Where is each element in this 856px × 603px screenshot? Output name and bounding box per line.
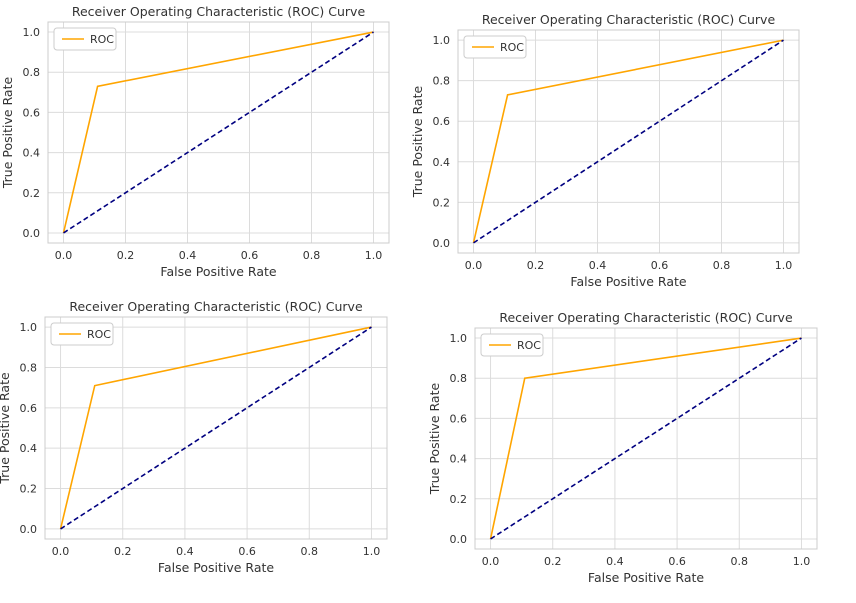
axes-frame [44,316,388,540]
diagonal-line [490,337,802,540]
y-axis-label: True Positive Rate [0,372,12,485]
x-axis-label: False Positive Rate [160,264,276,279]
x-tick-label: 0.0 [52,545,70,558]
roc-chart-2: 0.0 0.2 0.4 0.6 0.8 1.0 0.0 0.2 0.4 0.6 0.8 1.0 Rece… [410,12,800,289]
x-tick-label: 0.6 [668,555,686,568]
y-tick-label: 1.0 [20,321,38,334]
y-tick-label: 0.8 [20,361,38,374]
legend-box [480,333,544,357]
y-tick-label: 0.6 [450,412,468,425]
roc-chart-1: 0.0 0.2 0.4 0.6 0.8 1.0 0.0 0.2 0.4 0.6 0.8 1.0 Rece… [0,4,390,279]
x-tick-label: 0.8 [301,545,319,558]
legend-label: ROC [90,33,114,46]
x-tick-label: 0.0 [482,555,500,568]
roc-chart-4: 0.0 0.2 0.4 0.6 0.8 1.0 0.0 0.2 0.4 0.6 0.8 1.0 Rece… [427,310,818,585]
y-tick-label: 1.0 [433,34,451,47]
chart-title: Receiver Operating Characteristic (ROC) … [69,299,363,314]
y-tick-label: 0.0 [450,533,468,546]
x-tick-label: 0.6 [651,259,669,272]
legend-label: ROC [500,41,524,54]
chart-title: Receiver Operating Characteristic (ROC) … [499,310,793,325]
y-tick-label: 0.6 [23,106,41,119]
x-axis-label: False Positive Rate [158,560,274,575]
y-tick-label: 0.4 [23,147,41,160]
x-tick-label: 0.4 [179,249,197,262]
x-tick-label: 0.4 [606,555,624,568]
y-tick-label: 0.4 [450,453,468,466]
x-tick-label: 0.0 [465,259,483,272]
x-tick-label: 0.2 [117,249,135,262]
x-axis-label: False Positive Rate [570,274,686,289]
y-tick-label: 0.4 [433,156,451,169]
y-tick-label: 0.8 [433,75,451,88]
legend-box [463,35,527,59]
x-tick-label: 0.8 [303,249,321,262]
x-tick-label: 1.0 [363,545,381,558]
legend-box [53,27,117,51]
diagonal-line [473,39,784,244]
x-tick-label: 1.0 [793,555,811,568]
diagonal-line [60,326,372,530]
y-tick-label: 0.0 [23,227,41,240]
y-tick-label: 0.6 [20,402,38,415]
x-tick-label: 0.8 [731,555,749,568]
y-tick-label: 0.8 [23,66,41,79]
x-tick-label: 0.6 [238,545,256,558]
y-tick-label: 0.8 [450,372,468,385]
roc-line [59,326,372,530]
legend: ROC [463,35,527,59]
y-tick-label: 0.4 [20,442,38,455]
x-tick-label: 0.4 [176,545,194,558]
y-axis-label: True Positive Rate [410,86,425,199]
x-tick-label: 0.6 [241,249,259,262]
x-tick-label: 0.8 [713,259,731,272]
chart-title: Receiver Operating Characteristic (ROC) … [72,4,366,19]
y-tick-label: 0.6 [433,115,451,128]
roc-chart-3: 0.0 0.2 0.4 0.6 0.8 1.0 0.0 0.2 0.4 0.6 0.8 1.0 Rece… [0,299,388,575]
axes-frame [47,21,390,244]
x-tick-label: 0.0 [55,249,73,262]
y-tick-label: 0.2 [433,196,451,209]
legend: ROC [480,333,544,357]
y-tick-label: 0.2 [23,187,41,200]
x-tick-label: 0.4 [589,259,607,272]
x-tick-label: 1.0 [365,249,383,262]
chart-title: Receiver Operating Characteristic (ROC) … [482,12,776,27]
y-axis-label: True Positive Rate [427,383,442,496]
roc-line [489,337,802,540]
legend: ROC [50,322,114,346]
roc-line [472,39,784,244]
x-tick-label: 0.2 [544,555,562,568]
diagonal-line [63,31,374,234]
y-tick-label: 0.2 [450,493,468,506]
x-tick-label: 1.0 [775,259,793,272]
roc-line [62,31,374,234]
y-tick-label: 0.2 [20,483,38,496]
y-tick-label: 0.0 [20,523,38,536]
legend-box [50,322,114,346]
y-tick-label: 1.0 [450,332,468,345]
x-axis-label: False Positive Rate [588,570,704,585]
legend-label: ROC [517,339,541,352]
legend: ROC [53,27,117,51]
x-tick-label: 0.2 [527,259,545,272]
legend-label: ROC [87,328,111,341]
axes-frame [474,327,818,550]
y-axis-label: True Positive Rate [0,77,15,190]
y-tick-label: 1.0 [23,26,41,39]
y-tick-label: 0.0 [433,237,451,250]
x-tick-label: 0.2 [114,545,132,558]
axes-frame [457,29,800,254]
